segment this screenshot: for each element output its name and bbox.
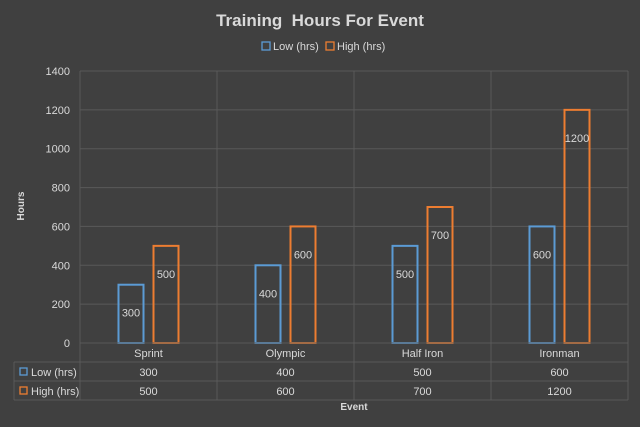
- y-tick-label: 1000: [46, 144, 70, 156]
- gridlines: 0 200 400 600 800 1000 1200 1400: [46, 66, 629, 400]
- bar-data-label: 500: [157, 269, 175, 281]
- legend-swatch-high: [325, 41, 335, 51]
- bar-high-sprint: [152, 244, 180, 345]
- bar-high-olympic: [289, 225, 317, 344]
- table-cell: 400: [276, 367, 294, 379]
- x-tick-label: Half Iron: [402, 348, 444, 360]
- data-table: Sprint Olympic Half Iron Ironman Low (hrs) 30…: [13, 342, 628, 401]
- y-tick-label: 400: [52, 260, 70, 272]
- table-cell: 1200: [547, 386, 571, 398]
- bar-data-label: 400: [259, 288, 277, 300]
- y-tick-label: 1200: [46, 105, 70, 117]
- table-series-label: Low (hrs): [31, 367, 77, 379]
- x-tick-label: Olympic: [266, 348, 306, 360]
- y-tick-label: 800: [52, 183, 70, 195]
- y-tick-label: 200: [52, 299, 70, 311]
- legend-label-high: High (hrs): [337, 41, 385, 53]
- x-tick-label: Ironman: [539, 348, 579, 360]
- bar-low-ironman: [528, 225, 556, 344]
- bar-low-half-iron: [391, 244, 419, 345]
- table-legend-key: [19, 367, 28, 376]
- legend-swatch-low: [261, 41, 271, 51]
- table-cell: 700: [413, 386, 431, 398]
- bar-data-label: 1200: [565, 133, 589, 145]
- table-cell: 300: [139, 367, 157, 379]
- table-series-label: High (hrs): [31, 386, 79, 398]
- y-tick-label: 0: [64, 338, 70, 350]
- y-tick-label: 1400: [46, 66, 70, 78]
- chart-title: Training Hours For Event: [216, 11, 424, 30]
- bar-data-label: 300: [122, 308, 140, 320]
- legend: Low (hrs) High (hrs): [261, 41, 385, 53]
- table-cell: 500: [139, 386, 157, 398]
- legend-label-low: Low (hrs): [273, 41, 319, 53]
- table-cell: 600: [276, 386, 294, 398]
- y-axis-title: Hours: [16, 191, 27, 220]
- bar-data-label: 600: [294, 249, 312, 261]
- table-cell: 600: [550, 367, 568, 379]
- table-cell: 500: [413, 367, 431, 379]
- bar-data-label: 600: [533, 249, 551, 261]
- bar-data-label: 500: [396, 269, 414, 281]
- bar-high-half-iron: [426, 206, 454, 344]
- bar-data-label: 700: [431, 230, 449, 242]
- table-legend-key: [19, 386, 28, 395]
- x-tick-label: Sprint: [134, 348, 163, 360]
- x-axis-title: Event: [340, 402, 368, 413]
- y-tick-label: 600: [52, 221, 70, 233]
